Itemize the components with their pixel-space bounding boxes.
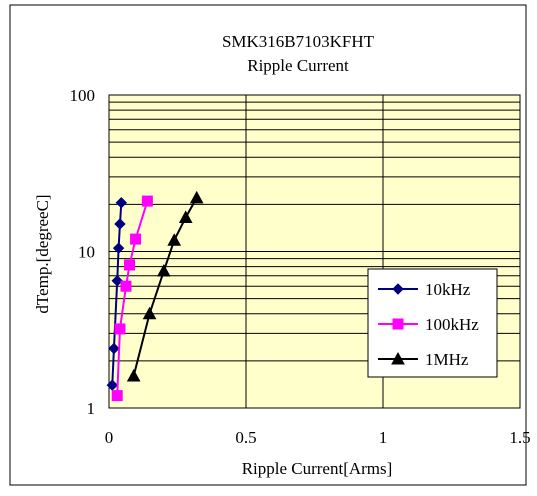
series-line (116, 200, 149, 396)
y-tick-label: 100 (70, 86, 96, 105)
series-10kHz (106, 197, 128, 391)
data-point (108, 342, 120, 355)
data-point (141, 195, 153, 207)
y-tick-label: 1 (87, 399, 96, 418)
series-1MHz (126, 190, 204, 382)
data-point (130, 233, 142, 245)
data-point (114, 218, 126, 230)
plot-area (108, 94, 521, 409)
y-tick-label: 10 (78, 243, 95, 262)
data-point (120, 280, 132, 292)
legend-marker (391, 351, 405, 365)
legend: 10kHz 100kHz 1MHz (367, 268, 498, 378)
data-point (156, 264, 171, 277)
legend-item: 1MHz (378, 350, 469, 369)
legend-label: 1MHz (425, 350, 469, 369)
data-point (112, 242, 125, 254)
chart-subtitle: Ripple Current (247, 56, 349, 75)
data-point (142, 306, 157, 320)
plot-border (108, 94, 521, 409)
data-point (167, 233, 182, 246)
tick-labels: 0 0.5 1 1.5 1 10 100 (70, 86, 531, 447)
y-axis-label: dTemp.[degreeC] (33, 194, 52, 313)
legend-marker (392, 283, 404, 295)
data-point (178, 210, 193, 223)
legend-label: 100kHz (425, 315, 479, 334)
legend-marker (392, 318, 404, 330)
series-100kHz (111, 195, 153, 402)
series-layer (106, 190, 204, 402)
data-point (189, 190, 204, 204)
x-axis-label: Ripple Current[Arms] (242, 459, 393, 478)
x-tick-label: 1 (379, 428, 388, 447)
data-point (111, 275, 123, 287)
x-tick-label: 1.5 (509, 428, 530, 447)
data-point (115, 197, 128, 209)
data-point (126, 369, 141, 382)
x-tick-label: 0 (105, 428, 114, 447)
data-point (114, 323, 126, 335)
chart-title: SMK316B7103KFHT (222, 32, 375, 51)
x-tick-label: 0.5 (235, 428, 256, 447)
legend-label: 10kHz (425, 280, 471, 299)
legend-item: 10kHz (378, 280, 471, 299)
legend-item: 100kHz (378, 315, 479, 334)
data-point (111, 390, 123, 402)
data-point (124, 259, 136, 271)
